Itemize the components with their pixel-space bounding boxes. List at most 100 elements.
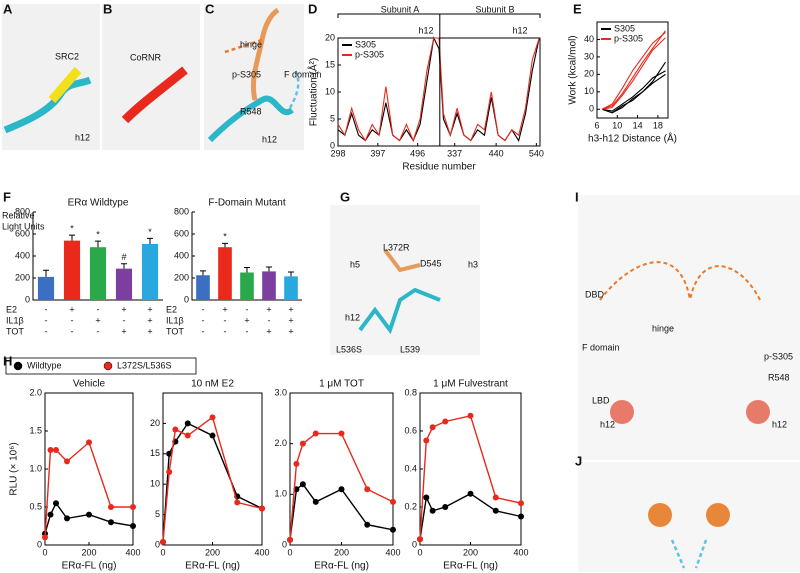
condition-sign: - [202, 315, 205, 325]
series-line [601, 61, 666, 114]
data-point [166, 469, 173, 476]
series-line [337, 37, 540, 143]
structure-label: hinge [652, 323, 674, 333]
condition-sign: - [246, 304, 249, 314]
data-point [390, 498, 396, 505]
structure-label: h12 [345, 312, 360, 322]
y-tick-label: 2.0 [274, 438, 287, 448]
x-tick-label: 496 [410, 148, 425, 158]
condition-sign: + [147, 304, 152, 314]
chart-title: 1 μM Fulvestrant [433, 379, 508, 390]
plot-frame [596, 21, 669, 119]
bar [141, 243, 159, 300]
condition-sign: - [45, 326, 48, 336]
y-tick-label: 2.0 [29, 387, 42, 397]
x-tick-label: 400 [254, 547, 269, 557]
data-point [492, 494, 499, 501]
condition-name: E2 [6, 304, 17, 314]
data-point [299, 440, 306, 447]
data-point [423, 437, 430, 444]
y-tick-label: 400 [15, 250, 30, 260]
data-point [417, 536, 423, 543]
structure-art [2, 4, 800, 572]
x-tick-label: 0 [42, 547, 47, 557]
structure-label: h12 [600, 419, 615, 429]
y-tick-label: 1.0 [29, 463, 42, 473]
data-point [86, 511, 92, 518]
error-bar [288, 271, 294, 277]
significance-marker: * [148, 227, 152, 237]
data-point [338, 430, 345, 437]
x-tick-label: 200 [81, 547, 96, 557]
x-tick-label: 400 [385, 547, 400, 557]
structure-label: h5 [350, 259, 360, 269]
x-tick-label: 397 [370, 148, 385, 158]
condition-sign: - [97, 304, 100, 314]
data-point [492, 507, 499, 514]
structure-label: L539 [400, 344, 420, 354]
condition-sign: + [288, 326, 293, 336]
legend-swatch [103, 361, 113, 371]
chart-title: 10 nM E2 [191, 379, 234, 390]
y-tick-label: 0.5 [29, 501, 42, 511]
data-point [108, 504, 114, 510]
x-tick-label: 337 [447, 148, 462, 158]
error-bar [95, 240, 101, 248]
bar [63, 240, 81, 300]
bar [218, 247, 232, 300]
x-tick-label: 440 [489, 148, 504, 158]
data-point [467, 412, 474, 419]
y-tick-label: 200 [15, 272, 30, 282]
series-line [289, 483, 394, 541]
chart-title: 1 μM TOT [319, 379, 364, 390]
structure-label: hinge [240, 39, 262, 49]
data-point [160, 538, 166, 545]
data-point [130, 523, 136, 529]
structure-label: h12 [772, 419, 787, 429]
panel-letter: C [205, 1, 215, 16]
panel-letter: G [340, 189, 350, 204]
data-point [64, 458, 70, 465]
y-axis-label: Light Units [2, 221, 45, 231]
x-tick-label: 14 [633, 120, 643, 130]
y-tick-label: 5 [330, 113, 335, 123]
plot-frame [289, 392, 394, 546]
data-point [86, 439, 92, 446]
condition-sign: + [288, 304, 293, 314]
y-tick-label: 600 [15, 228, 30, 238]
data-point [259, 505, 265, 512]
plot-frame [44, 392, 134, 546]
x-axis-label: ERα-FL (ng) [443, 561, 498, 572]
x-tick-label: 10 [612, 120, 622, 130]
structure-label: h12 [75, 132, 90, 142]
panel-letter: E [573, 1, 582, 16]
x-axis-label: Residue number [402, 162, 476, 173]
structure-label: p-S305 [764, 351, 793, 361]
condition-name: E2 [166, 304, 177, 314]
y-tick-label: 5 [155, 509, 160, 519]
condition-sign: + [244, 315, 249, 325]
error-bar [121, 263, 127, 269]
data-point [293, 460, 300, 467]
y-tick-label: 0.2 [404, 501, 417, 511]
structure-label: h12 [262, 134, 277, 144]
structure-label: F domain [284, 69, 322, 79]
y-tick-label: 20 [150, 418, 160, 428]
data-point [53, 500, 59, 507]
structure-label: h3 [468, 259, 478, 269]
structure-label: LBD [592, 395, 610, 405]
data-point [42, 534, 48, 541]
data-point [429, 424, 436, 431]
y-tick-label: 400 [174, 250, 189, 260]
condition-name: TOT [166, 326, 184, 336]
structure-label: L536S [336, 344, 362, 354]
data-point [184, 432, 191, 439]
y-tick-label: 0 [25, 294, 30, 304]
data-point [338, 486, 345, 493]
data-point [64, 515, 70, 522]
data-point [442, 418, 449, 425]
x-tick-label: 200 [334, 547, 349, 557]
legend-label: S305 [355, 39, 376, 49]
data-point [108, 519, 114, 526]
